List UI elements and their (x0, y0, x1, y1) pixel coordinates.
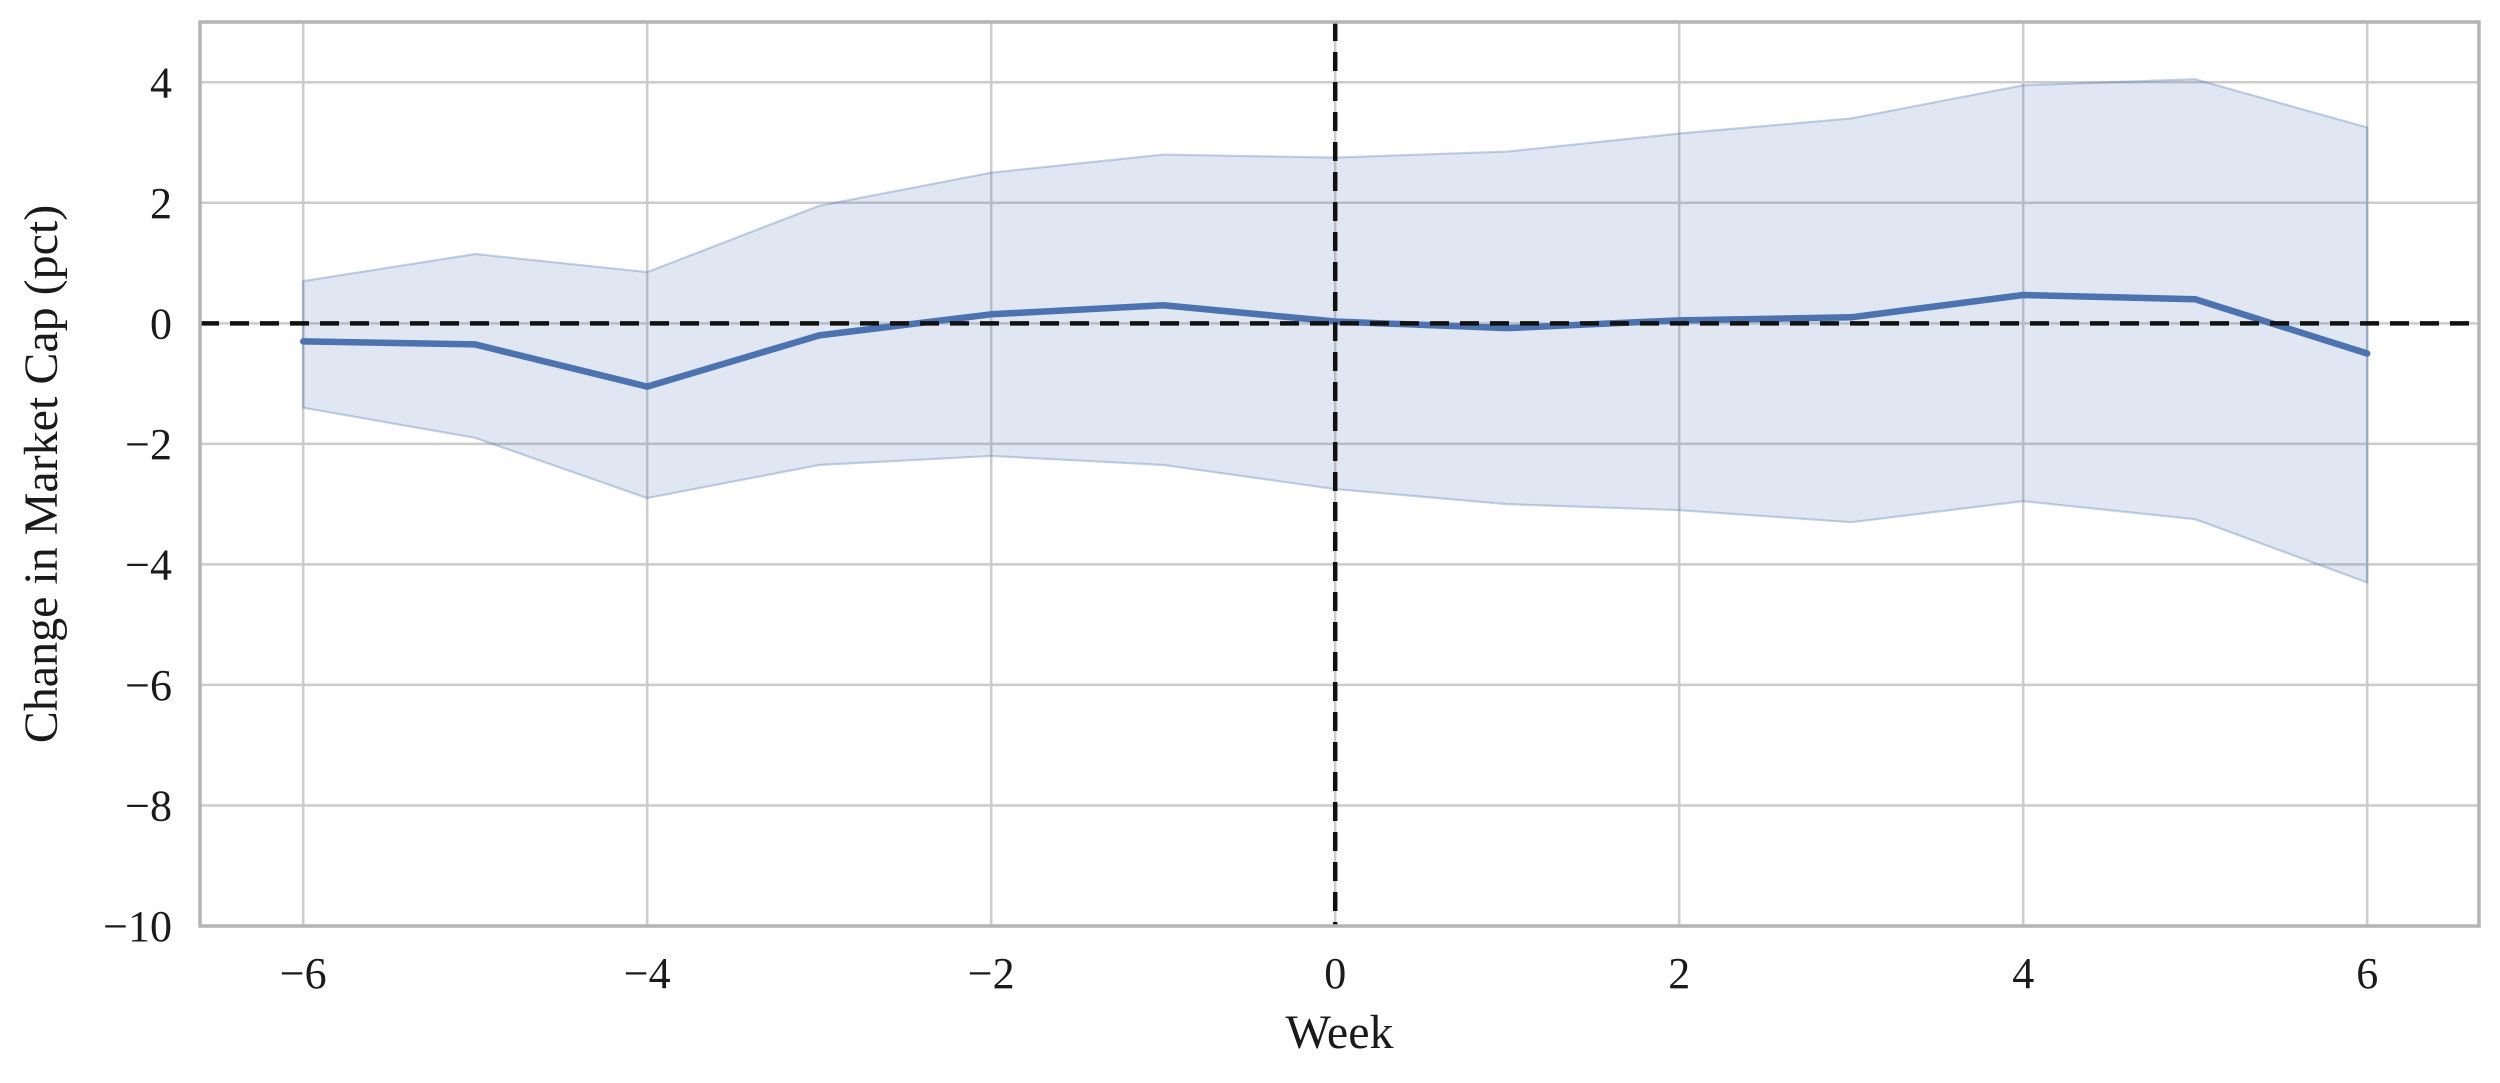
y-tick-label: 0 (150, 299, 172, 348)
y-tick-label: −4 (125, 540, 172, 589)
plot-border (198, 20, 2481, 928)
x-tick-label: 4 (2012, 949, 2034, 998)
x-tick-label: 6 (2356, 949, 2378, 998)
x-axis-label: Week (1285, 1006, 1394, 1059)
x-tick-label: 0 (1324, 949, 1346, 998)
mean-change-line (299, 291, 2371, 390)
y-tick-label: 4 (150, 58, 172, 107)
x-tick-label: −2 (968, 949, 1015, 998)
y-tick-label: −8 (125, 781, 172, 830)
y-tick-label: −6 (125, 661, 172, 710)
y-tick-label: 2 (150, 179, 172, 228)
x-tick-label: 2 (1668, 949, 1690, 998)
y-tick-label: −10 (103, 902, 172, 951)
y-axis-label: Change in Market Cap (pct) (15, 204, 68, 744)
x-tick-label: −6 (280, 949, 327, 998)
y-tick-label: −2 (125, 420, 172, 469)
x-tick-label: −4 (624, 949, 671, 998)
